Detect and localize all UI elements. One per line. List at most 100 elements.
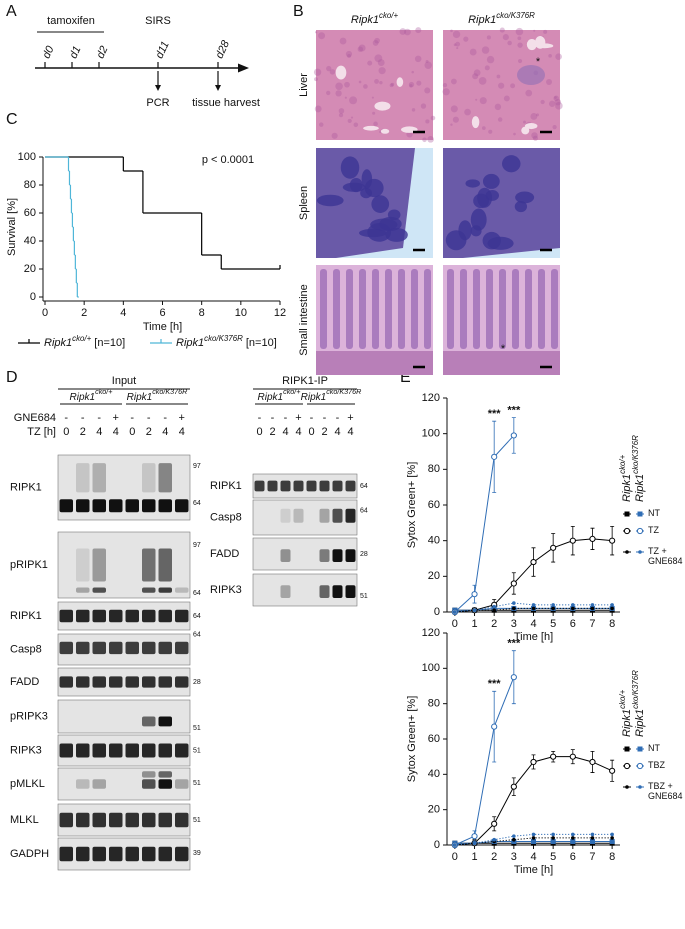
band xyxy=(109,499,123,513)
band xyxy=(175,676,189,688)
vessel xyxy=(524,122,538,130)
tissue-texture xyxy=(319,122,324,127)
legend-label-box: TBZ + GNE684 xyxy=(648,781,683,801)
band xyxy=(142,812,156,828)
mw-marker: 97 xyxy=(193,542,201,549)
blot xyxy=(57,601,191,631)
day-label: d28 xyxy=(213,38,232,61)
band xyxy=(109,743,123,758)
band xyxy=(76,499,90,513)
text-part: cko/+ xyxy=(618,454,627,473)
tissue-texture xyxy=(335,90,342,97)
villus xyxy=(411,269,418,349)
significance: *** xyxy=(507,638,521,650)
tissue-texture xyxy=(374,79,379,84)
histology-image xyxy=(313,27,436,143)
band xyxy=(332,508,343,523)
band xyxy=(59,743,73,758)
band xyxy=(109,812,123,828)
tissue-texture xyxy=(502,34,509,41)
blot xyxy=(57,767,191,801)
point xyxy=(590,603,595,607)
lane-tz: 0 xyxy=(256,426,262,438)
band xyxy=(92,846,106,862)
tissue-texture xyxy=(513,132,516,136)
band xyxy=(345,549,356,562)
point xyxy=(530,758,537,766)
x-tick-label: 2 xyxy=(491,618,497,630)
text-part: Ripk1 xyxy=(70,392,96,403)
lane-gne684: + xyxy=(113,412,119,424)
point xyxy=(571,606,575,611)
mw-marker: 64 xyxy=(193,500,201,507)
point xyxy=(551,836,555,840)
point xyxy=(551,603,555,607)
tissue-texture xyxy=(499,27,505,33)
series-line xyxy=(454,676,515,846)
text-part: Ripk1 xyxy=(634,474,646,502)
band xyxy=(59,812,73,828)
legend-label: TZ + GNE684 xyxy=(648,546,683,566)
mw-marker: 39 xyxy=(193,850,201,857)
mw-marker: 64 xyxy=(360,483,368,490)
y-tick-label: 100 xyxy=(18,151,36,163)
tissue-texture xyxy=(425,119,430,124)
point xyxy=(589,535,596,542)
tissue-texture xyxy=(420,103,427,109)
tissue-texture xyxy=(313,68,322,76)
villus xyxy=(525,269,532,349)
blot xyxy=(57,837,191,871)
point xyxy=(512,601,516,605)
mw-marker: 64 xyxy=(360,507,368,514)
follicle xyxy=(340,156,360,179)
band xyxy=(345,480,356,492)
band xyxy=(158,676,172,688)
panel-label: B xyxy=(293,3,304,20)
lane-gne684: + xyxy=(347,412,353,424)
y-tick-label: 20 xyxy=(428,570,440,582)
villus xyxy=(486,269,493,349)
y-tick-label: 100 xyxy=(422,662,440,674)
band xyxy=(280,480,291,492)
crypt-layer xyxy=(443,351,560,375)
band xyxy=(109,609,123,623)
text-part: cko/+ xyxy=(618,689,627,708)
tissue-texture xyxy=(543,29,548,34)
tissue-texture xyxy=(515,27,524,36)
point xyxy=(510,674,517,681)
tissue-texture xyxy=(494,103,502,111)
band xyxy=(254,480,265,492)
tissue-texture xyxy=(472,73,479,80)
tissue-texture xyxy=(353,122,359,128)
band xyxy=(125,499,139,513)
tissue-texture xyxy=(497,117,503,122)
legend-label-box: TBZ xyxy=(648,760,665,770)
lane-gne684: - xyxy=(130,412,134,424)
mw-marker: 64 xyxy=(193,631,201,638)
blot xyxy=(57,531,191,599)
lane-tz: 0 xyxy=(63,426,69,438)
band xyxy=(76,846,90,862)
band xyxy=(76,743,90,758)
follicle xyxy=(514,200,528,213)
band xyxy=(76,676,90,688)
tissue-texture xyxy=(430,115,436,121)
text-part: cko/+ xyxy=(95,387,112,396)
blot xyxy=(57,454,191,521)
band xyxy=(306,480,317,492)
protein-label: Casp8 xyxy=(210,511,242,523)
day-label: d11 xyxy=(153,40,171,61)
villus xyxy=(346,269,353,349)
legend-marker xyxy=(636,527,644,535)
y-tick-label: 120 xyxy=(422,392,440,404)
text-part: cko/+ xyxy=(283,387,300,396)
band xyxy=(142,676,156,688)
tissue-texture xyxy=(416,80,422,86)
tissue-texture xyxy=(314,77,318,82)
band xyxy=(92,587,106,593)
row-label: TZ [h] xyxy=(27,426,56,438)
follicle xyxy=(515,191,535,204)
lane-gne684: - xyxy=(64,412,68,424)
readout-label: PCR xyxy=(146,97,169,109)
point xyxy=(589,838,595,844)
